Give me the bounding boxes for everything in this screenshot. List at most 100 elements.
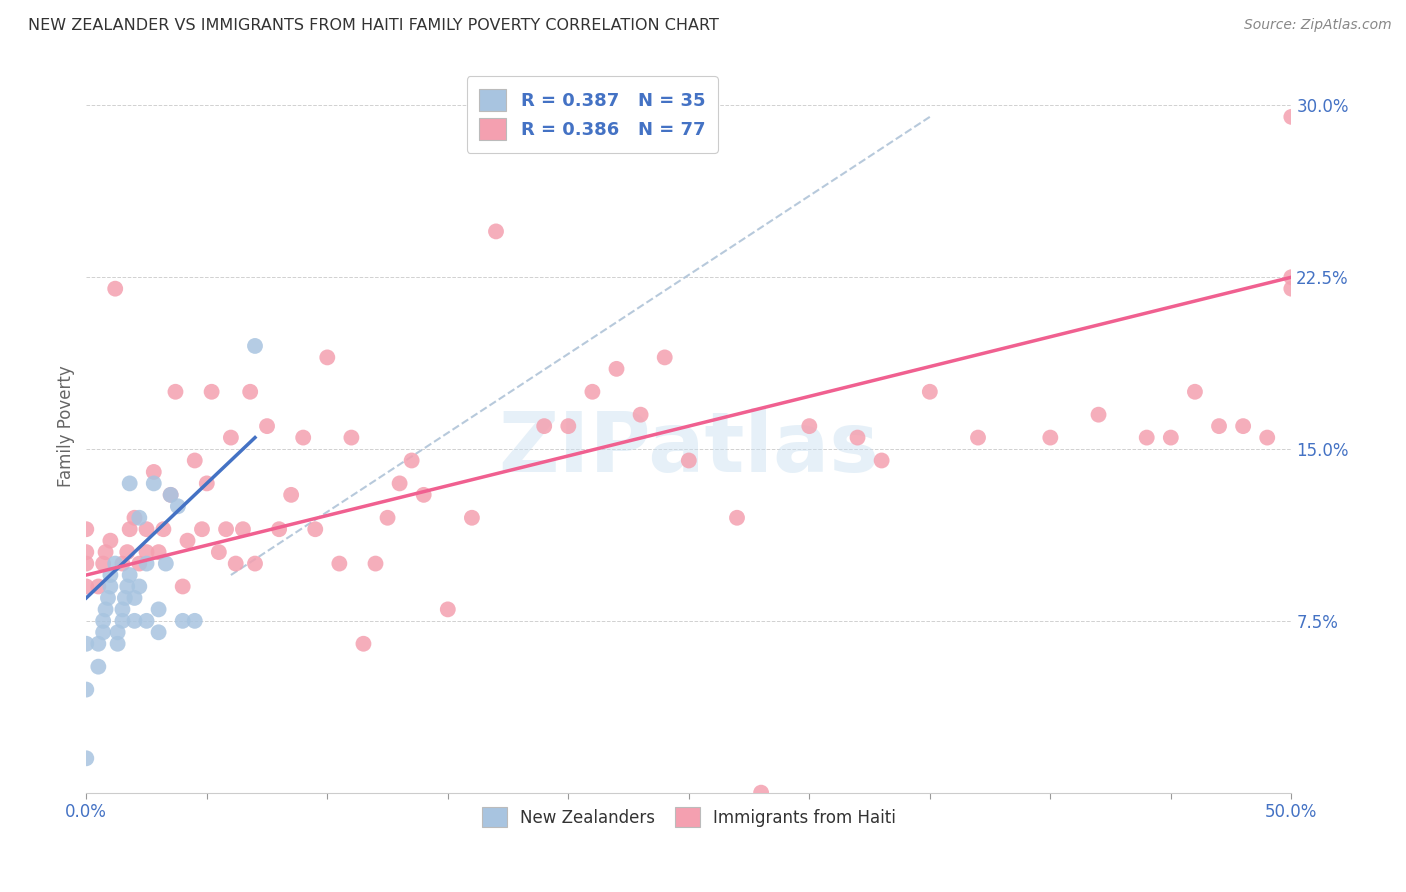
- Point: [630, 408, 652, 422]
- Point: [340, 431, 363, 445]
- Point: [107, 637, 129, 651]
- Point: [1184, 384, 1206, 399]
- Point: [91, 625, 114, 640]
- Point: [232, 522, 254, 536]
- Point: [87, 637, 110, 651]
- Point: [75, 682, 97, 697]
- Point: [75, 545, 97, 559]
- Point: [75, 522, 97, 536]
- Point: [388, 476, 411, 491]
- Point: [1279, 270, 1302, 285]
- Point: [749, 786, 772, 800]
- Point: [107, 625, 129, 640]
- Point: [195, 476, 218, 491]
- Point: [1208, 419, 1230, 434]
- Point: [91, 557, 114, 571]
- Point: [124, 510, 146, 524]
- Point: [135, 557, 157, 571]
- Point: [316, 351, 339, 365]
- Point: [243, 339, 266, 353]
- Point: [75, 637, 97, 651]
- Point: [412, 488, 434, 502]
- Point: [870, 453, 893, 467]
- Point: [124, 591, 146, 605]
- Point: [104, 557, 127, 571]
- Point: [1279, 110, 1302, 124]
- Point: [292, 431, 315, 445]
- Point: [128, 557, 150, 571]
- Point: [94, 545, 117, 559]
- Point: [256, 419, 278, 434]
- Point: [557, 419, 579, 434]
- Point: [135, 522, 157, 536]
- Point: [184, 453, 207, 467]
- Point: [533, 419, 555, 434]
- Point: [436, 602, 458, 616]
- Point: [167, 500, 190, 514]
- Point: [104, 282, 127, 296]
- Point: [678, 453, 700, 467]
- Point: [118, 522, 141, 536]
- Point: [172, 579, 194, 593]
- Point: [142, 465, 165, 479]
- Point: [128, 579, 150, 593]
- Point: [328, 557, 350, 571]
- Point: [191, 522, 214, 536]
- Point: [148, 625, 170, 640]
- Point: [269, 522, 291, 536]
- Point: [967, 431, 990, 445]
- Point: [1160, 431, 1182, 445]
- Point: [654, 351, 676, 365]
- Text: NEW ZEALANDER VS IMMIGRANTS FROM HAITI FAMILY POVERTY CORRELATION CHART: NEW ZEALANDER VS IMMIGRANTS FROM HAITI F…: [28, 18, 718, 33]
- Point: [128, 510, 150, 524]
- Point: [97, 591, 120, 605]
- Point: [94, 602, 117, 616]
- Point: [159, 488, 181, 502]
- Point: [91, 614, 114, 628]
- Point: [75, 751, 97, 765]
- Point: [176, 533, 198, 548]
- Point: [111, 557, 134, 571]
- Point: [799, 419, 821, 434]
- Point: [215, 522, 238, 536]
- Legend: New Zealanders, Immigrants from Haiti: New Zealanders, Immigrants from Haiti: [474, 798, 904, 836]
- Y-axis label: Family Poverty: Family Poverty: [58, 365, 75, 487]
- Point: [124, 614, 146, 628]
- Point: [100, 533, 122, 548]
- Point: [461, 510, 484, 524]
- Point: [148, 545, 170, 559]
- Point: [135, 545, 157, 559]
- Point: [485, 224, 508, 238]
- Text: ZIPatlas: ZIPatlas: [498, 408, 879, 489]
- Point: [377, 510, 399, 524]
- Point: [1136, 431, 1159, 445]
- Point: [111, 602, 134, 616]
- Point: [352, 637, 374, 651]
- Point: [118, 568, 141, 582]
- Point: [100, 579, 122, 593]
- Point: [1232, 419, 1254, 434]
- Point: [225, 557, 247, 571]
- Point: [1279, 282, 1302, 296]
- Point: [208, 545, 231, 559]
- Point: [100, 568, 122, 582]
- Point: [155, 557, 177, 571]
- Point: [364, 557, 387, 571]
- Point: [87, 659, 110, 673]
- Point: [152, 522, 174, 536]
- Point: [918, 384, 941, 399]
- Point: [118, 476, 141, 491]
- Point: [1087, 408, 1109, 422]
- Point: [725, 510, 748, 524]
- Point: [219, 431, 242, 445]
- Point: [509, 110, 531, 124]
- Point: [184, 614, 207, 628]
- Point: [111, 614, 134, 628]
- Point: [87, 579, 110, 593]
- Text: Source: ZipAtlas.com: Source: ZipAtlas.com: [1244, 18, 1392, 32]
- Point: [1039, 431, 1062, 445]
- Point: [581, 384, 603, 399]
- Point: [75, 557, 97, 571]
- Point: [280, 488, 302, 502]
- Point: [117, 579, 139, 593]
